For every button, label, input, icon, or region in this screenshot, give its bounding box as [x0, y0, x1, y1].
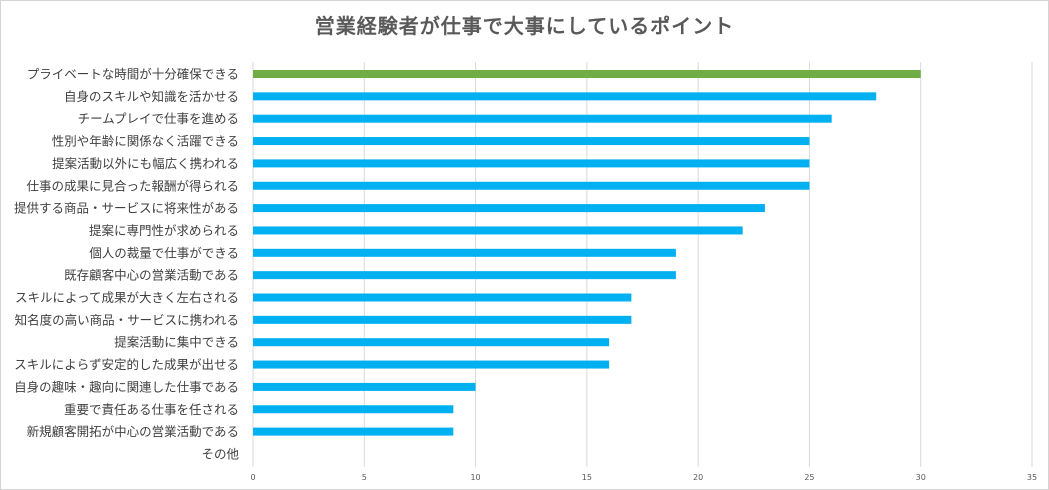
category-label: 重要で責任ある仕事を任される: [64, 402, 239, 417]
bar: [253, 271, 676, 280]
category-label: 提供する商品・サービスに将来性がある: [14, 201, 239, 216]
bar: [253, 248, 676, 257]
category-label: 提案活動以外にも幅広く携われる: [52, 156, 239, 171]
category-label: 既存顧客中心の営業活動である: [64, 268, 239, 283]
x-tick-label: 35: [1027, 473, 1037, 482]
bar: [253, 360, 610, 369]
category-label: 提案に専門性が求められる: [89, 223, 239, 238]
category-label: 性別や年齢に関係なく活躍できる: [52, 134, 239, 149]
x-tick-label: 0: [250, 473, 255, 482]
category-label: プライベートな時間が十分確保できる: [27, 67, 239, 82]
category-label: 自身のスキルや知識を活かせる: [64, 89, 239, 104]
x-tick-label: 10: [470, 473, 480, 482]
bar: [253, 226, 743, 235]
category-label: 知名度の高い商品・サービスに携われる: [15, 312, 239, 327]
category-label: スキルによらず安定的した成果が出せる: [14, 357, 239, 372]
bar: [253, 70, 921, 78]
chart-title: 営業経験者が仕事で大事にしているポイント: [314, 14, 735, 38]
bar: [253, 204, 765, 213]
x-tick-label: 15: [582, 473, 592, 482]
bar: [253, 338, 610, 347]
category-label: 新規顧客開拓が中心の営業活動である: [27, 424, 239, 439]
category-label: 個人の裁量で仕事ができる: [89, 245, 239, 260]
category-label: その他: [201, 446, 239, 461]
bar: [253, 293, 632, 302]
bar: [253, 137, 810, 146]
bar: [253, 114, 832, 123]
bar: [253, 427, 454, 436]
bar: [253, 159, 810, 168]
category-label: チームプレイで仕事を進める: [78, 111, 239, 126]
bar: [253, 405, 454, 414]
x-tick-label: 30: [916, 473, 926, 482]
bar: [253, 92, 877, 101]
category-label: スキルによって成果が大きく左右される: [15, 290, 239, 305]
x-tick-label: 20: [693, 473, 703, 482]
category-label: 提案活動に集中できる: [114, 335, 239, 350]
bar: [253, 181, 810, 190]
category-label: 自身の趣味・趣向に関連した仕事である: [14, 379, 239, 394]
x-tick-label: 25: [804, 473, 814, 482]
bar: [253, 382, 476, 391]
bar: [253, 315, 632, 324]
category-label: 仕事の成果に見合った報酬が得られる: [26, 178, 239, 193]
x-tick-label: 5: [362, 473, 367, 482]
